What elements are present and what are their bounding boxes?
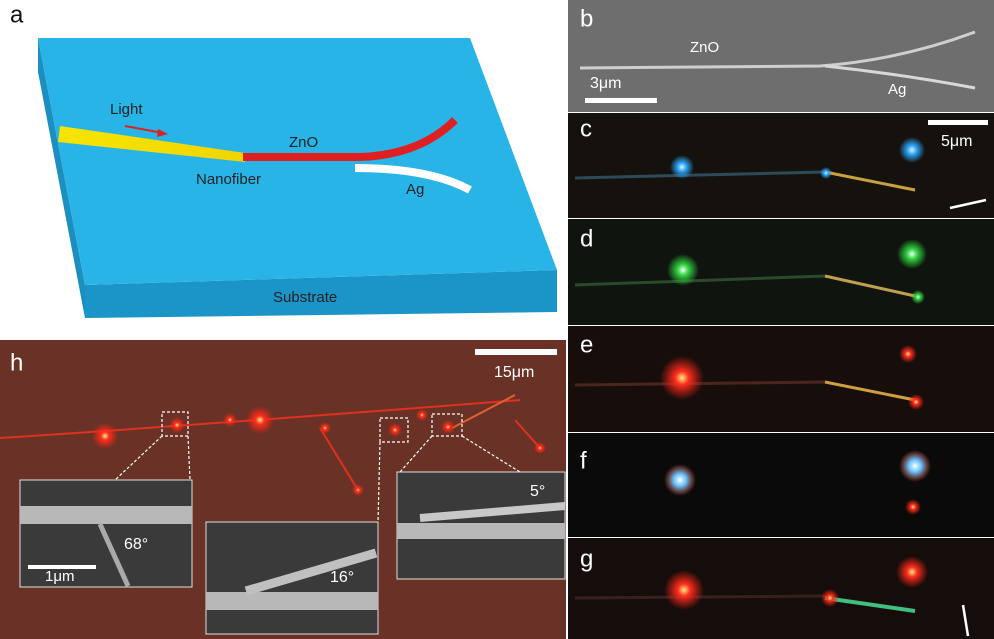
emission-spot: [169, 417, 185, 433]
emission-spot: [899, 450, 931, 482]
shape: [206, 592, 378, 610]
annotation: Ag: [888, 81, 906, 98]
annotation: Ag: [406, 181, 424, 198]
emission-spot: [664, 570, 704, 610]
emission-spot: [911, 290, 925, 304]
emission-spot: [319, 422, 331, 434]
panel-b: b ZnO Ag 3μm: [568, 0, 994, 112]
angle-label: 16°: [330, 569, 354, 586]
panel-g: g: [568, 538, 994, 639]
panel-label: a: [10, 1, 24, 28]
panel-label: d: [580, 225, 593, 252]
emission-spot: [441, 420, 455, 434]
annotation: ZnO: [690, 39, 719, 56]
emission-spot: [246, 406, 274, 434]
panel-bg: [568, 538, 994, 639]
annotation: Nanofiber: [196, 171, 261, 188]
panel-label: e: [580, 331, 593, 358]
emission-spot: [534, 442, 546, 454]
panel-label: b: [580, 5, 593, 32]
panel-c: c 5μm: [568, 113, 994, 218]
scale-bar: [475, 349, 557, 355]
shape: [20, 506, 192, 524]
annotation: ZnO: [289, 134, 318, 151]
emission-spot: [897, 239, 927, 269]
emission-spot: [352, 484, 364, 496]
emission-spot: [905, 499, 921, 515]
panel-f: f: [568, 433, 994, 537]
inset: 68° 1μm: [20, 480, 192, 587]
emission-spot: [821, 589, 839, 607]
shape: [397, 523, 565, 539]
scale-label: 15μm: [494, 364, 534, 381]
emission-spot: [223, 413, 237, 427]
scale-label: 1μm: [45, 568, 74, 585]
panel-d: d: [568, 219, 994, 325]
emission-spot: [670, 155, 694, 179]
angle-label: 68°: [124, 536, 148, 553]
panel-bg: [568, 326, 994, 432]
emission-spot: [820, 167, 832, 179]
substrate-top: [38, 38, 557, 285]
panel-label: f: [580, 447, 587, 474]
panel-e: e: [568, 326, 994, 432]
emission-spot: [667, 254, 699, 286]
panel-bg: [568, 219, 994, 325]
scale-bar: [585, 98, 657, 103]
scale-bar: [928, 120, 988, 125]
annotation: Light: [110, 101, 143, 118]
panel-label: c: [580, 115, 592, 142]
panel-bg: [568, 0, 994, 112]
panel-h: h 15μm 68° 1μm 16°: [0, 340, 566, 639]
emission-spot: [899, 137, 925, 163]
emission-spot: [388, 423, 402, 437]
emission-spot: [664, 464, 696, 496]
inset: 5°: [397, 472, 565, 579]
emission-spot: [660, 356, 704, 400]
emission-spot: [899, 345, 917, 363]
angle-label: 5°: [530, 483, 545, 500]
emission-spot: [896, 556, 928, 588]
emission-spot: [416, 409, 428, 421]
panel-label: h: [10, 349, 23, 376]
annotation: Substrate: [273, 289, 337, 306]
panel-bg: [568, 433, 994, 537]
scale-label: 3μm: [590, 75, 621, 92]
panel-label: g: [580, 545, 593, 572]
figure: a Light ZnO Nanofiber Ag Substrate b ZnO…: [0, 0, 994, 639]
emission-spot: [92, 423, 118, 449]
emission-spot: [908, 394, 924, 410]
panel-a: a Light ZnO Nanofiber Ag Substrate: [10, 1, 557, 318]
inset: 16°: [206, 522, 378, 634]
panel-bg: [568, 113, 994, 218]
scale-label: 5μm: [941, 133, 972, 150]
